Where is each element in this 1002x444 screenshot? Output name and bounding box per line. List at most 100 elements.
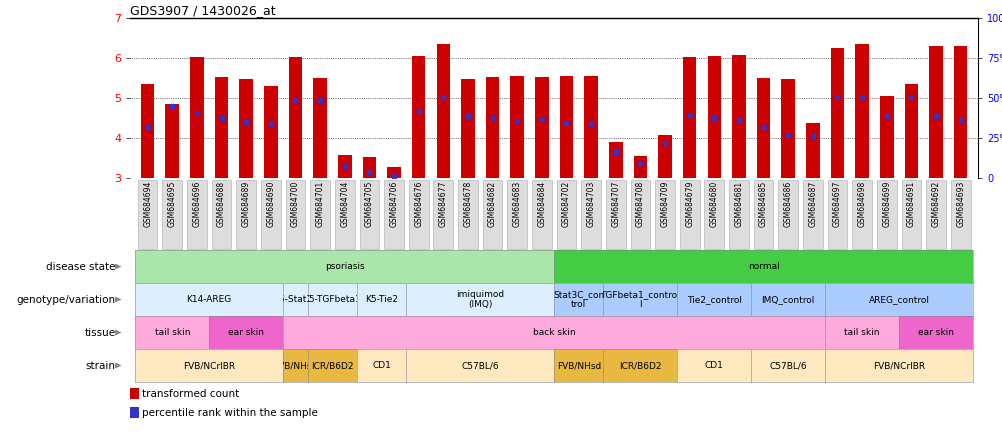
- FancyBboxPatch shape: [925, 180, 945, 249]
- Text: GSM684693: GSM684693: [955, 181, 964, 227]
- Text: imiquimod
(IMQ): imiquimod (IMQ): [456, 290, 504, 309]
- Text: GSM684683: GSM684683: [512, 181, 521, 227]
- FancyBboxPatch shape: [803, 180, 822, 249]
- Text: GSM684684: GSM684684: [537, 181, 546, 227]
- Bar: [855, 44, 868, 178]
- Text: ICR/B6D2: ICR/B6D2: [311, 361, 354, 370]
- Text: GSM684697: GSM684697: [832, 181, 841, 227]
- Text: FVB/NHsd: FVB/NHsd: [274, 361, 318, 370]
- FancyBboxPatch shape: [359, 180, 379, 249]
- Text: GSM684680: GSM684680: [709, 181, 718, 227]
- Text: Stat3C_con
trol: Stat3C_con trol: [553, 290, 604, 309]
- Bar: [485, 77, 499, 178]
- FancyBboxPatch shape: [753, 180, 773, 249]
- FancyBboxPatch shape: [654, 180, 674, 249]
- Text: GSM684691: GSM684691: [906, 181, 915, 227]
- Text: tail skin: tail skin: [844, 328, 879, 337]
- FancyBboxPatch shape: [482, 180, 502, 249]
- FancyBboxPatch shape: [261, 180, 281, 249]
- FancyBboxPatch shape: [950, 180, 970, 249]
- Text: back skin: back skin: [532, 328, 575, 337]
- Text: K5-Tie2: K5-Tie2: [365, 295, 398, 304]
- Bar: [559, 76, 573, 178]
- FancyBboxPatch shape: [433, 180, 453, 249]
- Text: TGFbeta1_control
l: TGFbeta1_control l: [600, 290, 679, 309]
- Text: GSM684689: GSM684689: [241, 181, 250, 227]
- Bar: [338, 155, 351, 178]
- Text: GSM684681: GSM684681: [733, 181, 742, 227]
- Text: GSM684688: GSM684688: [216, 181, 225, 227]
- Bar: [928, 46, 942, 178]
- Text: GSM684678: GSM684678: [463, 181, 472, 227]
- Text: C57BL/6: C57BL/6: [769, 361, 807, 370]
- Text: GSM684694: GSM684694: [143, 181, 152, 227]
- FancyBboxPatch shape: [778, 180, 798, 249]
- Bar: [140, 84, 154, 178]
- Bar: [130, 407, 138, 418]
- Text: FVB/NCrIBR: FVB/NCrIBR: [183, 361, 235, 370]
- Text: GSM684705: GSM684705: [365, 181, 374, 227]
- Text: GSM684690: GSM684690: [267, 181, 276, 227]
- Text: percentile rank within the sample: percentile rank within the sample: [141, 408, 318, 418]
- Text: GSM684706: GSM684706: [389, 181, 398, 227]
- Text: GDS3907 / 1430026_at: GDS3907 / 1430026_at: [130, 4, 276, 17]
- Bar: [879, 96, 893, 178]
- FancyBboxPatch shape: [901, 180, 921, 249]
- Text: AREG_control: AREG_control: [868, 295, 929, 304]
- Text: GSM684682: GSM684682: [488, 181, 497, 227]
- Text: GSM684701: GSM684701: [316, 181, 325, 227]
- Text: GSM684686: GSM684686: [783, 181, 792, 227]
- FancyBboxPatch shape: [876, 180, 896, 249]
- Text: FVB/NCrIBR: FVB/NCrIBR: [872, 361, 924, 370]
- Text: GSM684687: GSM684687: [808, 181, 817, 227]
- Bar: [830, 48, 844, 178]
- Text: transformed count: transformed count: [141, 388, 238, 399]
- Text: IMQ_control: IMQ_control: [761, 295, 814, 304]
- FancyBboxPatch shape: [679, 180, 698, 249]
- Bar: [461, 79, 474, 178]
- Bar: [387, 167, 401, 178]
- Bar: [264, 86, 278, 178]
- FancyBboxPatch shape: [581, 180, 600, 249]
- Text: C57BL/6: C57BL/6: [461, 361, 499, 370]
- Bar: [781, 79, 795, 178]
- Text: GSM684698: GSM684698: [857, 181, 866, 227]
- Text: GSM684703: GSM684703: [586, 181, 595, 227]
- Bar: [706, 56, 720, 178]
- Text: ICR/B6D2: ICR/B6D2: [618, 361, 661, 370]
- Bar: [510, 76, 523, 178]
- FancyBboxPatch shape: [335, 180, 355, 249]
- Text: GSM684692: GSM684692: [931, 181, 940, 227]
- Text: GSM684709: GSM684709: [660, 181, 669, 227]
- Text: GSM684708: GSM684708: [635, 181, 644, 227]
- Bar: [289, 57, 302, 178]
- Bar: [214, 77, 228, 178]
- Text: Tie2_control: Tie2_control: [686, 295, 741, 304]
- FancyBboxPatch shape: [236, 180, 256, 249]
- Bar: [313, 78, 327, 178]
- Text: K5-TGFbeta1: K5-TGFbeta1: [304, 295, 361, 304]
- Bar: [436, 44, 450, 178]
- Bar: [130, 388, 138, 400]
- Bar: [412, 56, 425, 178]
- FancyBboxPatch shape: [852, 180, 871, 249]
- FancyBboxPatch shape: [556, 180, 576, 249]
- Bar: [608, 142, 622, 178]
- Text: FVB/NHsd: FVB/NHsd: [556, 361, 600, 370]
- FancyBboxPatch shape: [703, 180, 723, 249]
- Text: tissue: tissue: [84, 328, 115, 337]
- FancyBboxPatch shape: [162, 180, 182, 249]
- Text: GSM684699: GSM684699: [882, 181, 891, 227]
- Bar: [534, 77, 548, 178]
- Text: GSM684707: GSM684707: [610, 181, 619, 227]
- FancyBboxPatch shape: [458, 180, 477, 249]
- Bar: [165, 104, 179, 178]
- Text: K14-AREG: K14-AREG: [186, 295, 231, 304]
- Text: K5-Stat3C: K5-Stat3C: [273, 295, 318, 304]
- Text: CD1: CD1: [372, 361, 391, 370]
- Text: genotype/variation: genotype/variation: [16, 294, 115, 305]
- Text: GSM684696: GSM684696: [192, 181, 201, 227]
- FancyBboxPatch shape: [605, 180, 625, 249]
- Text: GSM684695: GSM684695: [167, 181, 176, 227]
- Text: GSM684702: GSM684702: [561, 181, 570, 227]
